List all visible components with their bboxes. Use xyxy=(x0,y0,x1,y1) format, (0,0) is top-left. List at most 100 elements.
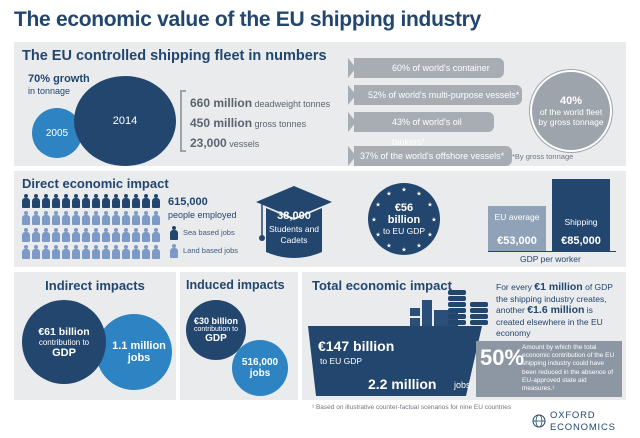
coin-stack-icon xyxy=(448,290,488,325)
person-icon xyxy=(62,228,70,242)
fleet-stats: 660 million deadweight tonnes 450 millio… xyxy=(190,94,330,154)
person-icon xyxy=(42,194,50,208)
sea-jobs-legend-icon xyxy=(170,226,178,240)
person-icon xyxy=(32,228,40,242)
person-icon xyxy=(52,228,60,242)
induced-gdp-value: €30 billion xyxy=(193,316,238,326)
induced-gdp-mid: contribution to xyxy=(194,326,238,333)
footer-note: ¹ Based on illustrative counter-factual … xyxy=(312,404,512,411)
person-icon xyxy=(122,245,130,259)
eu-gdp-value: €56 billion xyxy=(387,202,421,226)
person-icon xyxy=(152,245,160,259)
world-fleet-label: of the world fleet by gross tonnage xyxy=(538,107,604,127)
eu-star: ★ xyxy=(386,242,391,249)
eu-gdp-circle: €56 billion to EU GDP xyxy=(368,183,440,255)
bar-eu-label: EU average xyxy=(494,212,540,222)
bar-eu-value: €53,000 xyxy=(497,235,537,247)
person-icon xyxy=(72,228,80,242)
eu-gdp-label: to EU GDP xyxy=(382,226,426,236)
bar-ship-value: €85,000 xyxy=(561,235,601,247)
person-icon xyxy=(92,245,100,259)
person-icon xyxy=(92,194,100,208)
world-fleet-value: 40% xyxy=(559,95,583,107)
person-icon xyxy=(32,245,40,259)
total-gdp-value: €147 billion xyxy=(318,338,395,354)
year-2005-circle: 2005 xyxy=(32,108,82,158)
induced-gdp-circle: €30 billion contribution to GDP xyxy=(186,300,246,360)
person-icon xyxy=(82,245,90,259)
eu-star: ★ xyxy=(416,191,421,198)
worker-caption: GDP per worker xyxy=(520,254,581,264)
worker-baseline xyxy=(488,251,616,252)
land-jobs-legend-label: Land based jobs xyxy=(183,246,239,255)
bar-ship-label: Shipping xyxy=(564,217,598,227)
person-icon xyxy=(92,211,100,225)
sea-jobs-legend-label: Sea based jobs xyxy=(183,228,235,237)
person-icon xyxy=(92,228,100,242)
person-icon xyxy=(132,211,140,225)
stat-vessels: 23,000 vessels xyxy=(190,136,260,150)
indirect-gdp-label: GDP xyxy=(52,346,76,359)
person-icon xyxy=(52,245,60,259)
total-jobs-label: jobs xyxy=(454,380,471,390)
person-icon xyxy=(102,194,110,208)
person-icon xyxy=(82,228,90,242)
people-grid xyxy=(22,194,202,264)
person-icon xyxy=(72,211,80,225)
induced-gdp-label: GDP xyxy=(205,333,227,344)
fleet-footnote: *By gross tonnage xyxy=(512,152,574,161)
person-icon xyxy=(52,211,60,225)
ship-offshore: 37% of the world's offshore vessels* xyxy=(354,146,512,166)
eu-star: ★ xyxy=(431,217,436,224)
person-icon xyxy=(22,228,30,242)
person-icon xyxy=(142,245,150,259)
graduation-cap-icon xyxy=(256,186,332,258)
eu-star: ★ xyxy=(386,191,391,198)
growth-label: in tonnage xyxy=(28,86,71,96)
person-icon xyxy=(32,194,40,208)
person-icon xyxy=(72,245,80,259)
bar-eu-average: EU average €53,000 xyxy=(488,206,546,251)
eu-star: ★ xyxy=(427,232,432,239)
indirect-jobs-value: 1.1 million xyxy=(112,340,166,352)
person-icon xyxy=(72,194,80,208)
person-icon xyxy=(132,228,140,242)
indirect-gdp-mid: contribution to xyxy=(38,337,90,347)
person-icon xyxy=(152,194,160,208)
total-gdp-label: to EU GDP xyxy=(320,356,363,366)
person-icon xyxy=(62,211,70,225)
year-2014-label: 2014 xyxy=(112,115,138,127)
pct-box xyxy=(476,341,622,397)
person-icon xyxy=(142,228,150,242)
million-text: For every €1 million of GDP the shipping… xyxy=(496,281,613,338)
brand-line2: ECONOMICS xyxy=(550,422,616,433)
person-icon xyxy=(122,228,130,242)
eu-star: ★ xyxy=(375,232,380,239)
person-icon xyxy=(42,228,50,242)
stats-bracket xyxy=(180,90,186,152)
total-jobs-value: 2.2 million xyxy=(368,376,437,392)
indirect-gdp-value: €61 billion xyxy=(38,325,90,338)
person-icon xyxy=(132,194,140,208)
person-icon xyxy=(62,245,70,259)
eu-star: ★ xyxy=(401,187,406,194)
person-icon xyxy=(82,194,90,208)
person-icon xyxy=(122,211,130,225)
person-icon xyxy=(42,245,50,259)
person-icon xyxy=(132,245,140,259)
year-2005-label: 2005 xyxy=(45,127,69,139)
eu-star: ★ xyxy=(416,242,421,249)
ship-oil-tanker: 43% of world's oil tankers* xyxy=(354,112,494,147)
person-icon xyxy=(62,194,70,208)
world-fleet-circle: 40% of the world fleet by gross tonnage xyxy=(530,70,612,152)
person-icon xyxy=(112,194,120,208)
person-icon xyxy=(82,211,90,225)
stat-gt: 450 million gross tonnes xyxy=(190,116,307,130)
indirect-jobs-label: jobs xyxy=(127,352,151,364)
person-icon xyxy=(52,194,60,208)
eu-star: ★ xyxy=(371,217,376,224)
person-icon xyxy=(142,211,150,225)
induced-jobs-value: 516,000 xyxy=(241,357,279,368)
stat-dwt: 660 million deadweight tonnes xyxy=(190,96,331,110)
growth-value: 70% growth xyxy=(28,73,90,85)
